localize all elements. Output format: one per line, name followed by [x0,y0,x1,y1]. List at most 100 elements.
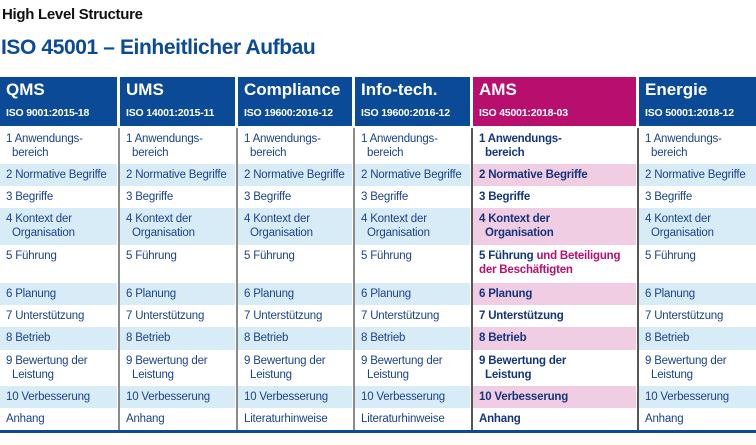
clause-title: Anwendungs- [252,133,321,145]
clause-number: 10 [361,391,374,403]
table-cell: 7 Unterstützung [120,305,235,327]
cell-line: 2 Normative Begriffe [645,168,756,182]
table-cell: 5 Führung [238,245,352,283]
cell-line: 1 Anwendungs- [244,132,352,146]
table-cell: 7 Unterstützung [473,305,636,327]
clause-title: Normative Begriffe [370,169,462,181]
clause-number: 4 [244,213,251,225]
clause-number: 9 [126,355,133,367]
table-cell: 1 Anwendungs-bereich [238,128,352,164]
clause-title: Verbesserung [376,391,445,403]
column-divider [235,128,238,431]
table-cell: 10 Verbesserung [355,386,470,408]
table-cell: 6 Planung [120,283,235,305]
clause-title: Betrieb [488,332,527,344]
clause-number: 3 [126,191,133,203]
cell-line: 7 Unterstützung [645,309,756,323]
table-cell: Anhang [120,408,235,430]
table-cell: 4 Kontext der Organisation [639,208,756,245]
cell-line: 4 Kontext der [244,212,352,226]
clause-title-continued: Organisation [367,227,430,239]
table-cell: 2 Normative Begriffe [0,164,117,186]
cell-line: 1 Anwendungs- [126,132,235,146]
clause-number: 5 [479,250,486,262]
clause-title: Bewertung der [654,355,727,367]
clause-title-continued: bereich [132,147,169,159]
clause-title-continued: Leistung [651,369,693,381]
table-cell: 2 Normative Begriffe [473,164,636,186]
clause-number: 6 [361,288,368,300]
table-cell: 8 Betrieb [639,327,756,350]
clause-number: 10 [645,391,658,403]
clause-title: Kontext der [370,213,427,225]
table-cell: 10 Verbesserung [0,386,117,408]
clause-title: Planung [370,288,412,300]
column-standard: ISO 45001:2018-03 [479,107,568,119]
column-name: QMS [6,80,45,99]
table-cell: 9 Bewertung der Leistung [0,350,117,386]
clause-title-continued: bereich [485,147,525,159]
clause-title-continued: Organisation [132,227,195,239]
clause-title: Bewertung der [488,355,567,367]
table-cell: Anhang [0,408,117,430]
column-divider [470,128,473,431]
table-cell: 4 Kontext der Organisation [238,208,352,245]
cell-line: 8 Betrieb [126,331,235,345]
cell-line: 4 Kontext der [6,212,117,226]
clause-title: Normative Begriffe [488,169,588,181]
cell-line: 1 Anwendungs- [361,132,470,146]
table-cell: 6 Planung [355,283,470,305]
table-cell: 9 Bewertung der Leistung [355,350,470,386]
clause-number: 10 [6,391,19,403]
clause-title: Verbesserung [259,391,328,403]
clause-number: 7 [645,310,652,322]
cell-line: 5 Führung [244,249,352,263]
cell-line: 8 Betrieb [244,331,352,345]
table-cell: 5 Führung [120,245,235,283]
column-name: AMS [479,80,517,99]
clause-title-continued: Leistung [367,369,409,381]
clause-title: Unterstützung [135,310,205,322]
clause-number: 8 [126,332,133,344]
clause-title-continued: Leistung [250,369,292,381]
clause-title: Anwendungs- [653,133,722,145]
column-compliance: Compliance ISO 19600:2016-12 1 Anwendungs-… [238,77,352,431]
clause-number: 2 [126,169,133,181]
clause-number: 7 [6,310,13,322]
clause-number: 9 [244,355,251,367]
clause-title: Verbesserung [660,391,729,403]
clause-title: Bewertung der [253,355,326,367]
cell-line: 9 Bewertung der [645,354,756,368]
table-cell: 3 Begriffe [355,186,470,208]
clause-title: Betrieb [253,332,289,344]
clause-title: Verbesserung [141,391,210,403]
clause-title: Kontext der [253,213,310,225]
clause-number: 8 [6,332,13,344]
cell-line: Anhang [479,412,636,426]
clause-title: Literaturhinweise [361,413,445,425]
clause-number: 9 [645,355,652,367]
clause-title: Normative Begriffe [15,169,107,181]
clause-title-continued: bereich [250,147,287,159]
cell-line: 1 Anwendungs- [645,132,756,146]
column-ums: UMS ISO 14001:2015-11 1 Anwendungs-bereich… [120,77,235,431]
cell-line: 10 Verbesserung [126,390,235,404]
clause-number: 6 [645,288,652,300]
cell-line: 10 Verbesserung [479,390,636,404]
table-cell: 3 Begriffe [0,186,117,208]
clause-title: Begriffe [253,191,292,203]
clause-number: 1 [126,133,133,145]
clause-number: 10 [479,391,492,403]
table-cell: 6 Planung [639,283,756,305]
clause-number: 6 [244,288,251,300]
table-cell: 1 Anwendungs-bereich [0,128,117,164]
table-cell: 10 Verbesserung [238,386,352,408]
clause-title: Planung [253,288,295,300]
clause-title: Anhang [645,413,684,425]
clause-number: 3 [244,191,251,203]
table-cell: 4 Kontext der Organisation [0,208,117,245]
table-cell: 8 Betrieb [355,327,470,350]
cell-line: 3 Begriffe [6,190,117,204]
table-cell: 3 Begriffe [120,186,235,208]
clause-title-continued: Organisation [250,227,313,239]
